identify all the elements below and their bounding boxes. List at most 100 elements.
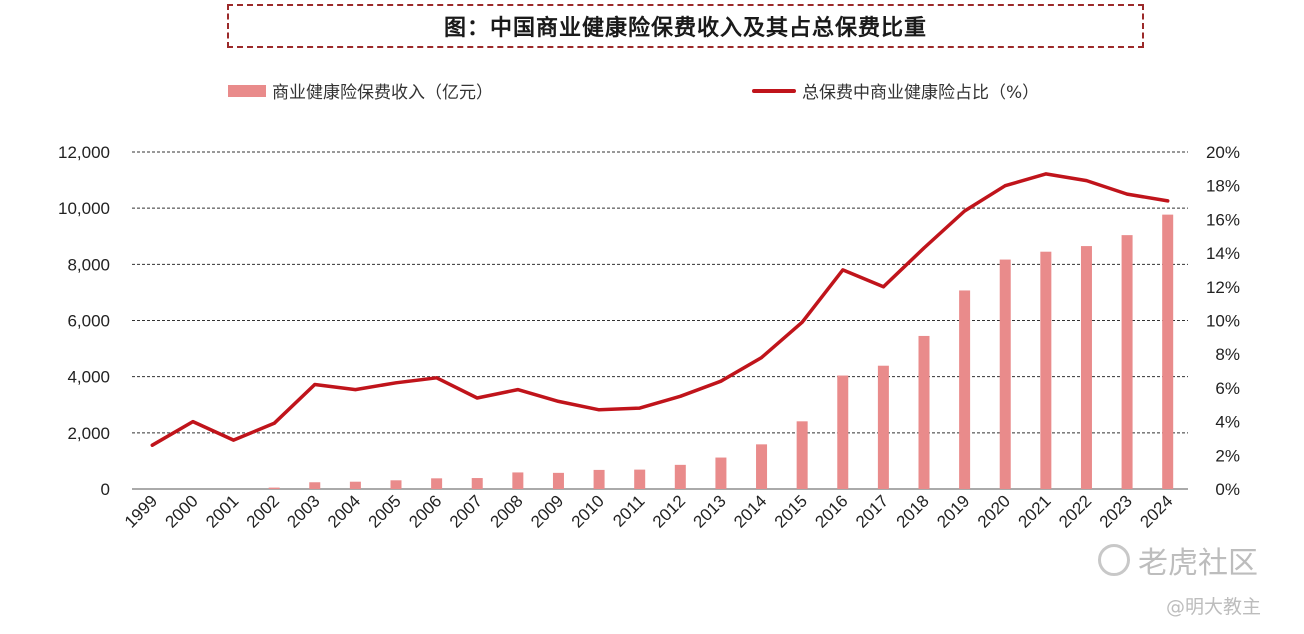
bar — [268, 487, 280, 489]
right-tick-label: 4% — [1215, 413, 1240, 432]
line-point — [638, 406, 642, 410]
x-tick-label: 2006 — [405, 491, 445, 531]
x-tick-label: 2009 — [527, 491, 567, 531]
bar — [796, 421, 808, 489]
line-point — [760, 356, 764, 360]
line-point — [394, 381, 398, 385]
legend-bar-swatch — [228, 84, 266, 97]
line-point — [1044, 172, 1048, 176]
line-point — [1125, 192, 1129, 196]
right-tick-label: 16% — [1206, 210, 1240, 229]
left-tick-label: 0 — [101, 480, 110, 499]
line-point — [597, 408, 601, 412]
legend-item-bar: 商业健康险保费收入（亿元） — [228, 78, 493, 103]
x-tick-label: 2012 — [649, 491, 689, 531]
line-point — [881, 285, 885, 289]
legend-line-label: 总保费中商业健康险占比（%） — [802, 83, 1040, 103]
chart-title-box: 图：中国商业健康险保费收入及其占总保费比重 — [227, 4, 1144, 48]
bar — [634, 469, 646, 489]
bar — [309, 482, 321, 489]
bar — [552, 472, 564, 489]
legend-line-swatch — [752, 88, 796, 93]
right-tick-label: 10% — [1206, 312, 1240, 331]
x-tick-label: 2001 — [202, 491, 242, 531]
x-tick-label: 2008 — [486, 491, 526, 531]
bar — [918, 335, 930, 489]
line-point — [841, 268, 845, 272]
x-tick-label: 2024 — [1136, 491, 1176, 531]
x-tick-label: 2010 — [568, 491, 608, 531]
left-axis: 0 2,000 4,000 6,000 8,000 10,000 12,000 — [58, 143, 110, 499]
right-tick-label: 20% — [1206, 143, 1240, 162]
bar — [959, 290, 971, 489]
x-tick-label: 2017 — [852, 491, 892, 531]
left-tick-label: 6,000 — [67, 312, 110, 331]
bar — [837, 375, 849, 489]
bar — [390, 480, 402, 489]
left-tick-label: 12,000 — [58, 143, 110, 162]
x-axis: 1999 2000 2001 2002 2003 2004 2005 2006 2007 2008… — [121, 491, 1177, 531]
line-point — [150, 443, 154, 447]
right-tick-label: 18% — [1206, 177, 1240, 196]
bar — [1080, 246, 1092, 489]
watermark-author: @明大教主 — [1166, 596, 1262, 618]
watermark-logo-icon — [1098, 544, 1130, 576]
line-point — [678, 394, 682, 398]
x-tick-label: 2013 — [690, 491, 730, 531]
line-point — [556, 399, 560, 403]
line-point — [516, 388, 520, 392]
x-tick-label: 2000 — [162, 491, 202, 531]
x-tick-label: 2003 — [283, 491, 323, 531]
legend-bar-label: 商业健康险保费收入（亿元） — [272, 83, 493, 103]
right-tick-label: 8% — [1215, 345, 1240, 364]
x-tick-label: 2005 — [365, 491, 405, 531]
bar — [593, 469, 605, 489]
bar — [674, 464, 686, 489]
right-axis: 0% 2% 4% 6% 8% 10% 12% 14% 16% 18% 20% — [1206, 143, 1240, 499]
bar — [877, 365, 889, 489]
bar — [471, 478, 483, 489]
left-tick-label: 10,000 — [58, 199, 110, 218]
x-tick-label: 2020 — [974, 491, 1014, 531]
bar — [431, 478, 443, 489]
x-tick-label: 2022 — [1055, 491, 1095, 531]
line-point — [800, 320, 804, 324]
line-point — [353, 388, 357, 392]
line-point — [1166, 199, 1170, 203]
line-point — [475, 396, 479, 400]
x-tick-label: 2016 — [811, 491, 851, 531]
legend-item-line: 总保费中商业健康险占比（%） — [752, 78, 1039, 103]
line-point — [191, 420, 195, 424]
line-point — [719, 379, 723, 383]
left-tick-label: 4,000 — [67, 368, 110, 387]
chart-title: 图：中国商业健康险保费收入及其占总保费比重 — [443, 16, 927, 41]
line-point — [922, 246, 926, 250]
line-point — [313, 383, 317, 387]
bar — [756, 444, 768, 489]
bar — [999, 259, 1011, 489]
grid-lines — [132, 151, 1188, 490]
left-tick-label: 2,000 — [67, 424, 110, 443]
line-point — [232, 438, 236, 442]
x-tick-label: 2004 — [324, 491, 364, 531]
bar — [1040, 251, 1052, 489]
line-point — [1003, 184, 1007, 188]
line-series-path — [150, 172, 1170, 447]
x-tick-label: 1999 — [121, 491, 161, 531]
right-tick-label: 6% — [1215, 379, 1240, 398]
x-tick-label: 2019 — [933, 491, 973, 531]
x-tick-label: 2007 — [446, 491, 486, 531]
x-tick-label: 2018 — [893, 491, 933, 531]
line-point — [1084, 179, 1088, 183]
x-tick-label: 2021 — [1014, 491, 1054, 531]
x-tick-label: 2002 — [243, 491, 283, 531]
line-series — [150, 172, 1170, 447]
bar — [349, 481, 361, 489]
line-point — [963, 209, 967, 213]
watermark-brand-text: 老虎社区 — [1138, 546, 1258, 581]
left-tick-label: 8,000 — [67, 255, 110, 274]
x-tick-label: 2015 — [771, 491, 811, 531]
bar — [715, 457, 727, 489]
right-tick-label: 2% — [1215, 446, 1240, 465]
